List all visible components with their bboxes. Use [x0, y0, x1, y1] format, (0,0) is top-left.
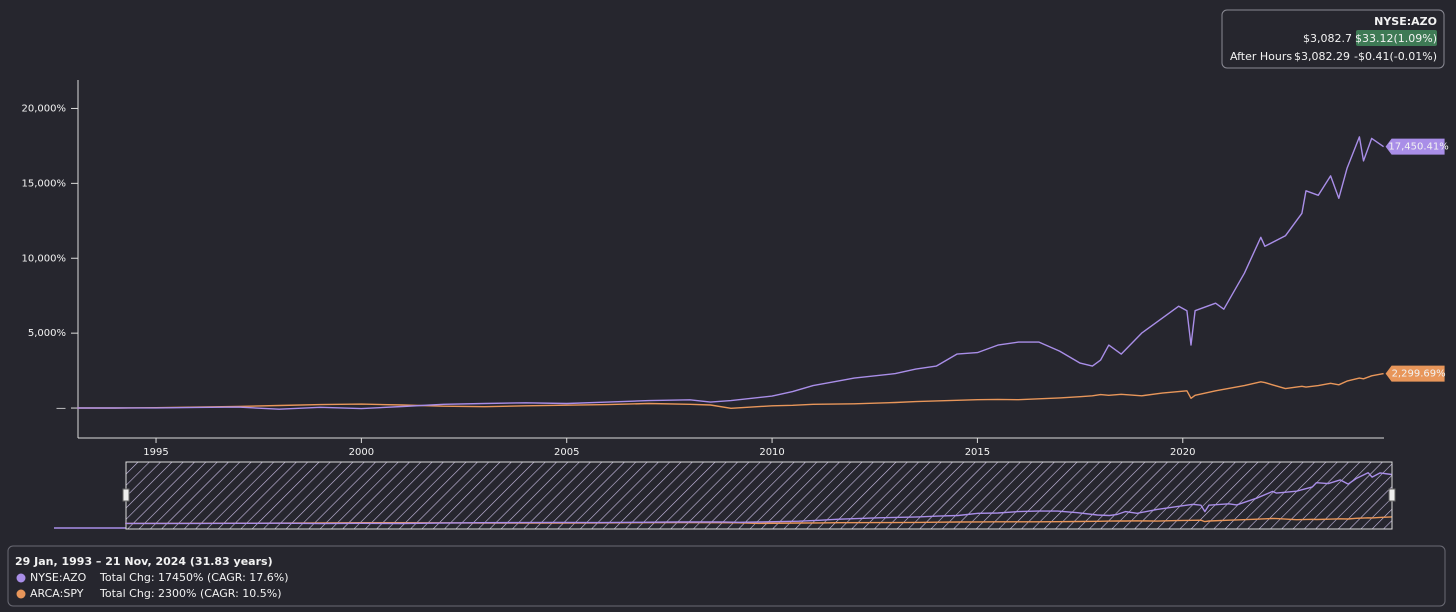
legend-box	[7, 545, 1446, 607]
end-label-tag	[1385, 138, 1445, 155]
change-badge	[1356, 30, 1437, 46]
quote-price: $3,082.7	[1303, 32, 1352, 45]
after-hours-label: After Hours	[1230, 50, 1292, 63]
quote-change: $33.12(1.09%)	[1355, 32, 1437, 45]
y-tick-label: 5,000%	[28, 328, 66, 339]
legend-swatch	[16, 573, 26, 583]
y-tick-label: —	[56, 403, 66, 414]
x-tick-label: 2020	[1170, 447, 1195, 458]
series-line	[77, 372, 1384, 409]
navigator-selection[interactable]	[125, 461, 1393, 530]
legend-swatch	[16, 589, 26, 599]
legend-stats: Total Chg: 2300% (CAGR: 10.5%)	[99, 587, 282, 600]
x-tick-label: 2010	[759, 447, 784, 458]
after-hours-price: $3,082.29	[1294, 50, 1350, 63]
after-hours-change: -$0.41(-0.01%)	[1354, 50, 1437, 63]
navigator-line	[125, 472, 1392, 525]
period: 29 Jan, 1993 – 21 Nov, 2024 (31.83 years…	[15, 555, 273, 568]
y-tick-label: 10,000%	[22, 253, 67, 264]
x-tick-label: 2005	[554, 447, 579, 458]
end-label: 2,299.69%	[1392, 369, 1446, 380]
legend: NYSE:AZO Total Chg: 17450% (CAGR: 17.6%) A…	[16, 571, 289, 600]
legend-label: NYSE:AZO	[30, 571, 87, 584]
x-tick-label: 2000	[349, 447, 374, 458]
legend-stats: Total Chg: 17450% (CAGR: 17.6%)	[99, 571, 289, 584]
x-tick-label: 1995	[143, 447, 168, 458]
quote-symbol: NYSE:AZO	[1374, 15, 1437, 28]
x-tick-label: 2015	[965, 447, 990, 458]
y-tick-label: 20,000%	[22, 103, 67, 114]
quote-box	[1221, 9, 1445, 69]
legend-label: ARCA:SPY	[30, 587, 84, 600]
y-tick-label: 15,000%	[22, 178, 67, 189]
navigator-handle-right[interactable]	[1388, 488, 1396, 502]
series-line	[77, 136, 1385, 410]
end-label-tag	[1385, 365, 1445, 382]
navigator-handle-left[interactable]	[122, 488, 130, 502]
end-label: 17,450.41%	[1388, 142, 1448, 153]
